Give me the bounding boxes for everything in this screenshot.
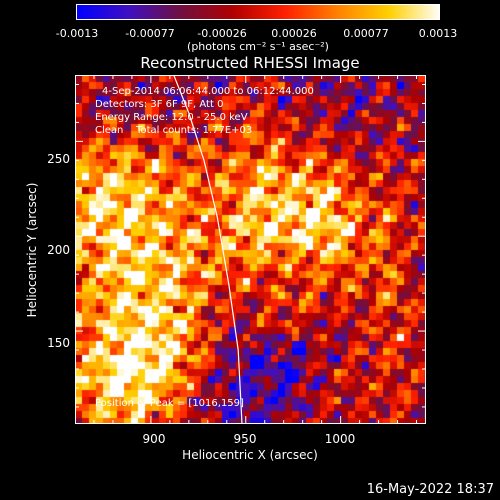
- x-tick-label: 950: [233, 432, 257, 446]
- plot-date-stamp: 16-May-2022 18:37: [366, 482, 494, 497]
- chart-title: Reconstructed RHESSI Image: [140, 54, 360, 72]
- heatmap-image: [75, 75, 426, 424]
- colorbar-tick-label: 0.00026: [271, 27, 317, 40]
- y-tick-label: 200: [47, 243, 70, 257]
- x-tick-label: 900: [142, 432, 166, 446]
- time-range-annotation: 4-Sep-2014 06:06:44.000 to 06:12:44.000: [102, 86, 314, 97]
- colorbar-tick-label: -0.0013: [55, 27, 99, 40]
- solar-limb-line: [173, 75, 243, 424]
- colorbar: [76, 4, 440, 20]
- clean-annotation: Clean Total counts: 1.77E+03: [95, 125, 253, 136]
- x-axis-label: Heliocentric X (arcsec): [182, 448, 318, 462]
- y-tick-label: 150: [47, 336, 70, 350]
- y-axis-label: Heliocentric Y (arcsec): [25, 182, 39, 318]
- peak-position-annotation: Position of Peak = [1016,159]: [95, 398, 244, 409]
- x-tick-label: 1000: [324, 432, 356, 446]
- colorbar-tick-label: 0.00077: [343, 27, 389, 40]
- colorbar-tick-label: 0.0013: [418, 27, 458, 40]
- energy-range-annotation: Energy Range: 12.0 - 25.0 keV: [95, 112, 248, 123]
- colorbar-units: (photons cm⁻² s⁻¹ asec⁻²): [187, 40, 329, 53]
- colorbar-tick-label: -0.00077: [125, 27, 175, 40]
- colorbar-tick-label: -0.00026: [197, 27, 247, 40]
- detectors-annotation: Detectors: 3F 6F 9F, Att 0: [95, 99, 224, 110]
- y-tick-label: 250: [47, 152, 70, 166]
